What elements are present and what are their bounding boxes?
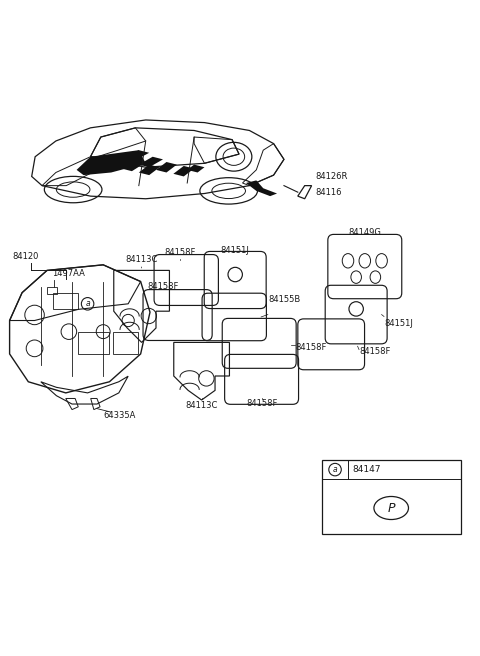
Polygon shape [187,165,204,173]
Text: 84113C: 84113C [185,401,218,410]
Text: a: a [333,465,337,474]
Polygon shape [77,150,146,175]
Polygon shape [121,162,142,171]
Polygon shape [246,180,277,196]
Text: 84151J: 84151J [221,246,250,255]
Text: 84116: 84116 [315,188,342,197]
Text: 84151J: 84151J [384,319,413,328]
Text: a: a [85,299,90,308]
Text: 84120: 84120 [12,252,39,261]
Text: 84149G: 84149G [348,228,381,237]
Text: 84158F: 84158F [295,342,326,352]
Text: 84158F: 84158F [164,248,196,257]
Text: 84158F: 84158F [359,348,390,356]
Text: 84126R: 84126R [315,172,348,181]
Text: 84113C: 84113C [125,255,158,268]
Text: 64335A: 64335A [104,411,136,420]
Polygon shape [156,162,177,173]
Polygon shape [139,157,163,167]
Polygon shape [139,165,159,175]
Text: 84158F: 84158F [246,399,277,408]
Polygon shape [173,166,194,176]
Text: 𝘗: 𝘗 [387,501,395,514]
Text: 84155B: 84155B [269,295,301,304]
Text: 84158F: 84158F [147,282,179,291]
Text: 84147: 84147 [353,465,381,474]
Polygon shape [121,150,149,162]
Text: 1497AA: 1497AA [52,270,84,278]
